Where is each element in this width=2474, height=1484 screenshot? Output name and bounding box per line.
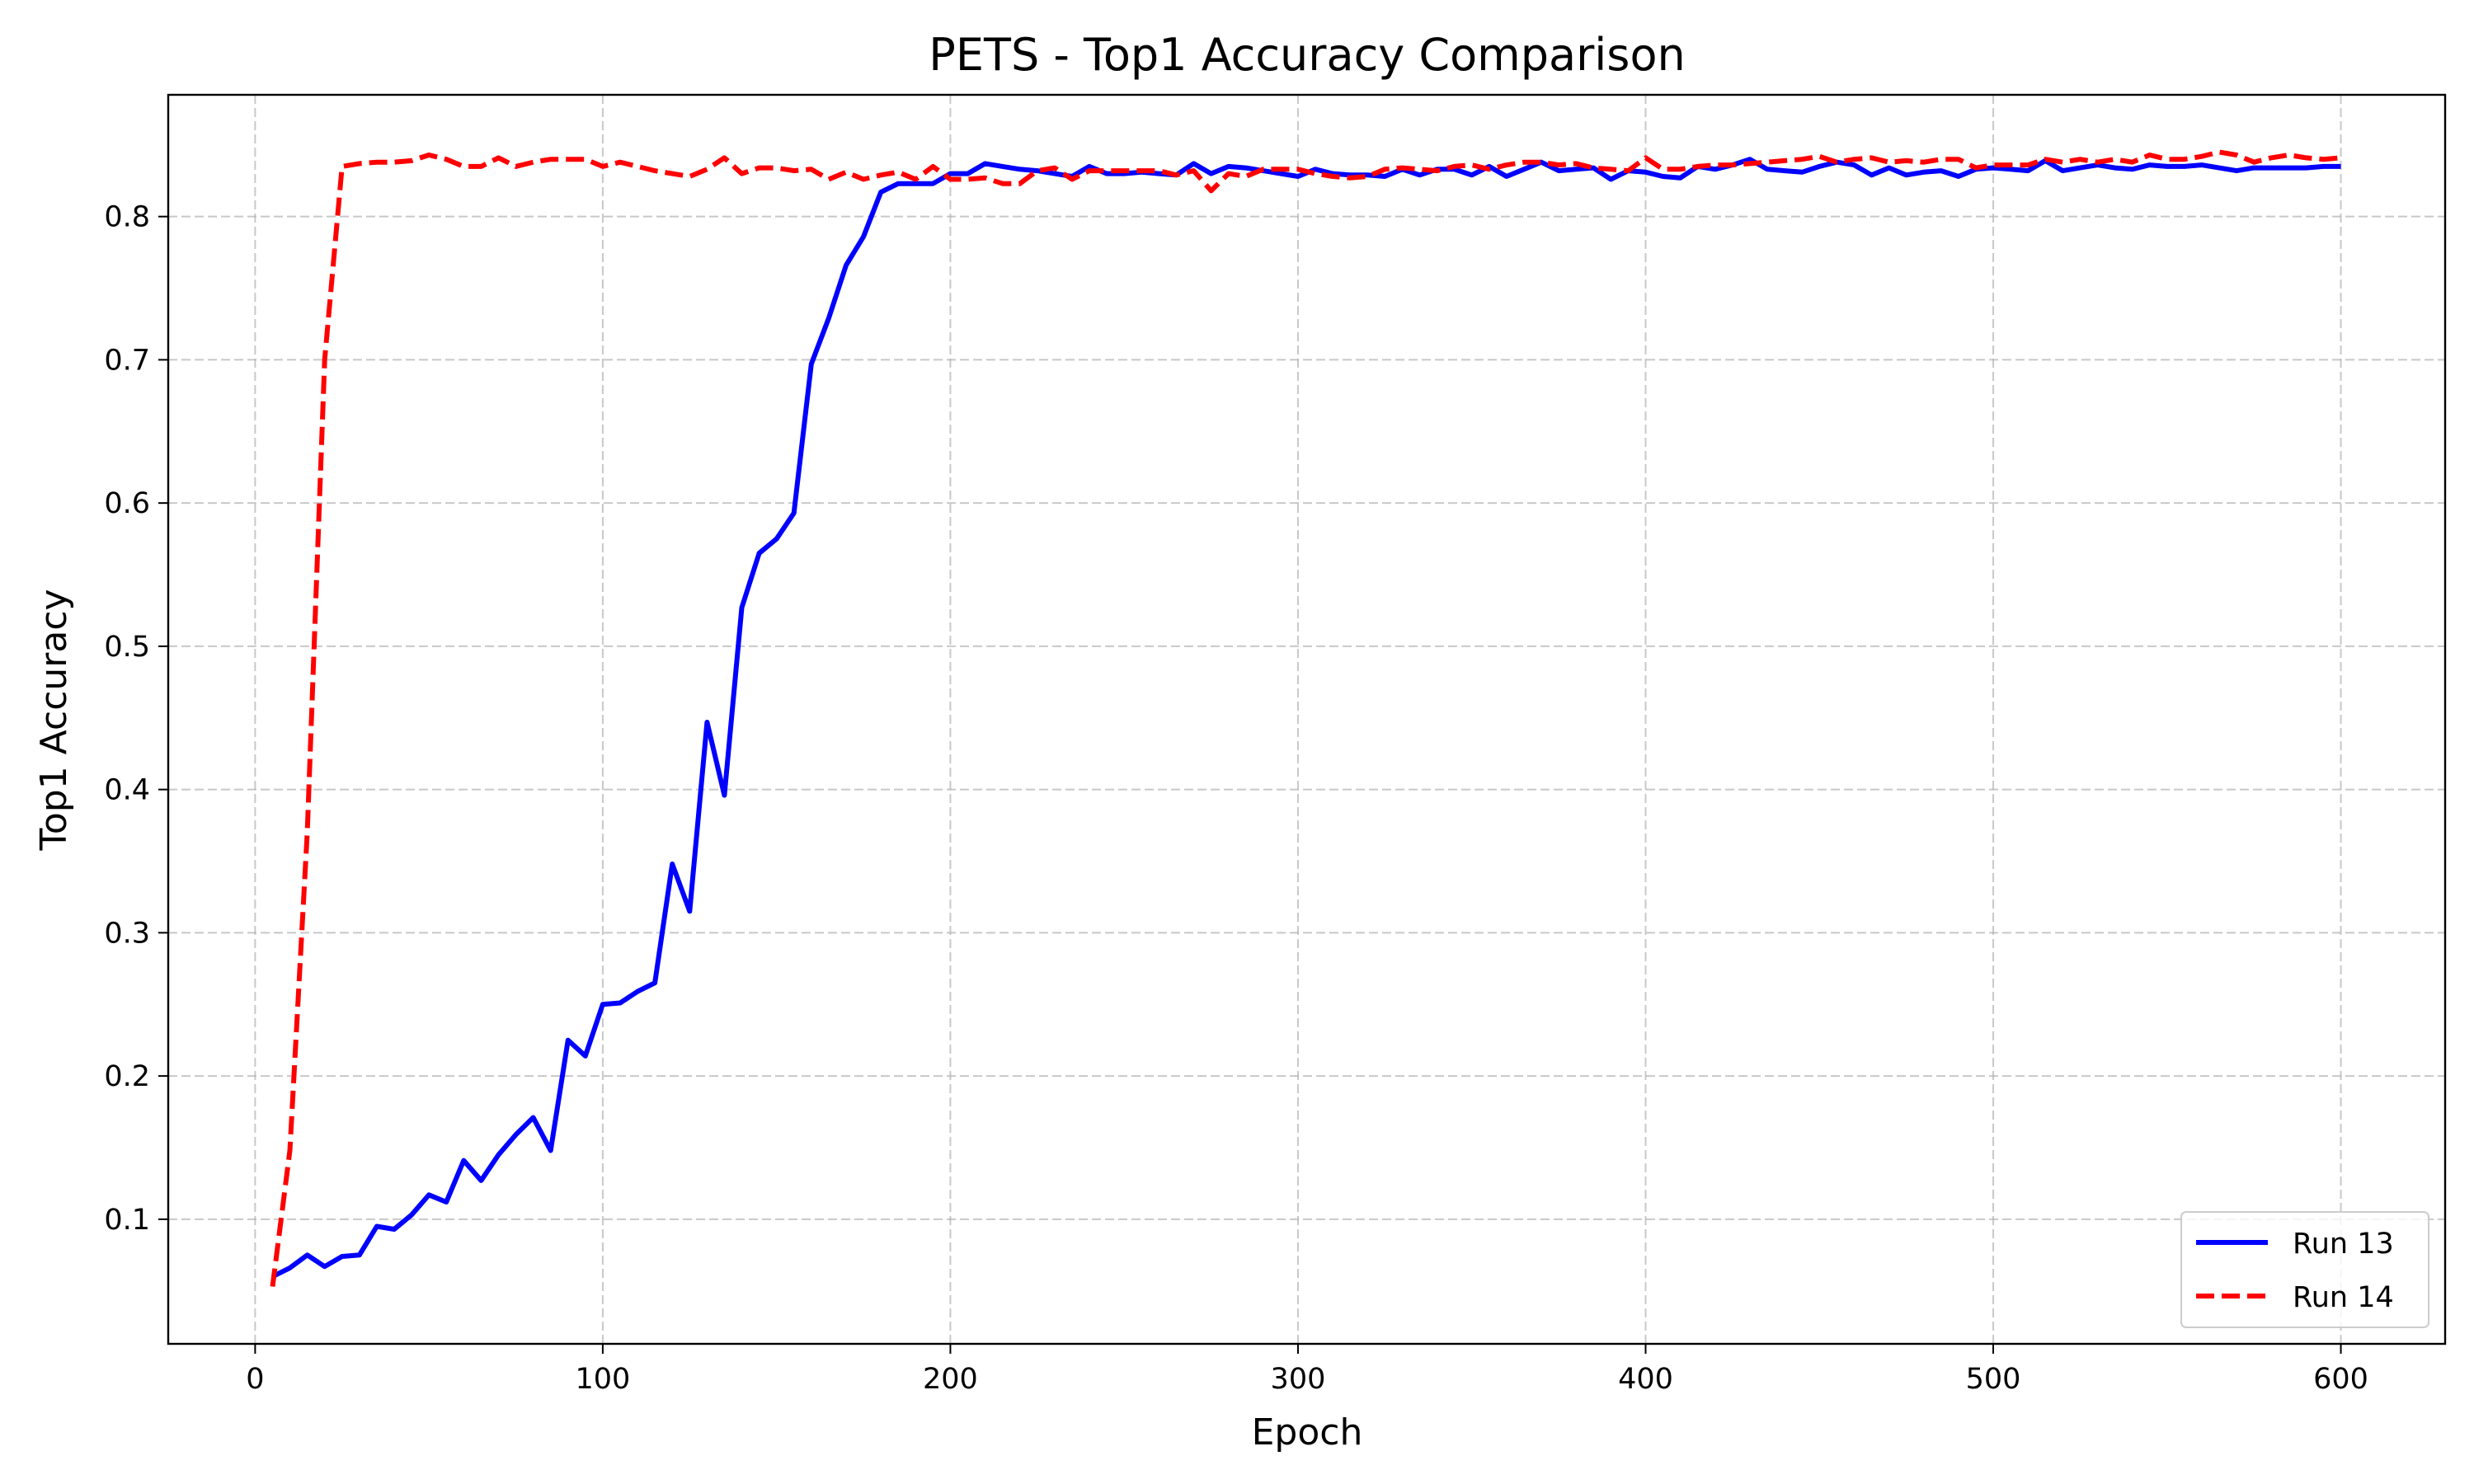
series-line-run-14 [270, 149, 2341, 1287]
y-axis-label: Top1 Accuracy [33, 589, 75, 851]
y-tick-label: 0.8 [104, 201, 150, 234]
series-group [270, 149, 2341, 1287]
x-tick-label: 0 [246, 1363, 264, 1396]
x-tick-label: 600 [2313, 1363, 2368, 1396]
y-tick-label: 0.2 [104, 1060, 150, 1093]
legend-label-run-13: Run 13 [2293, 1228, 2394, 1261]
x-axis: 0 100 200 300 400 500 600 [246, 1344, 2368, 1396]
y-tick-label: 0.3 [104, 917, 150, 950]
x-tick-label: 300 [1271, 1363, 1326, 1396]
legend-label-run-14: Run 14 [2293, 1281, 2394, 1314]
y-tick-label: 0.5 [104, 631, 150, 664]
y-tick-label: 0.7 [104, 344, 150, 377]
y-tick-label: 0.1 [104, 1204, 150, 1237]
y-axis: 0.1 0.2 0.3 0.4 0.5 0.6 0.7 0.8 [104, 201, 168, 1237]
chart-title: PETS - Top1 Accuracy Comparison [929, 29, 1685, 81]
plot-area-frame [167, 93, 2447, 1345]
legend: Run 13 Run 14 [2180, 1211, 2429, 1328]
y-tick-label: 0.6 [104, 487, 150, 520]
y-tick-label: 0.4 [104, 774, 150, 807]
x-tick-label: 500 [1966, 1363, 2021, 1396]
x-tick-label: 400 [1618, 1363, 1673, 1396]
x-axis-label: Epoch [1252, 1411, 1363, 1453]
x-tick-label: 200 [923, 1363, 978, 1396]
x-tick-label: 100 [576, 1363, 631, 1396]
grid [168, 95, 2445, 1344]
